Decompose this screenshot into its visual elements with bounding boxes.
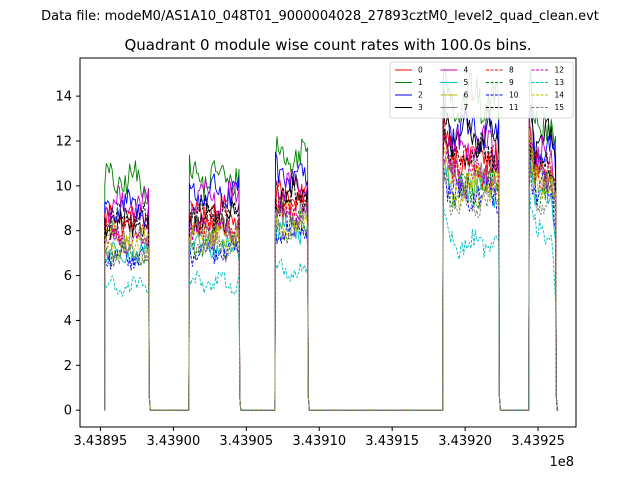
chart-suptitle: Data file: modeM0/AS1A10_048T01_90000040… [41,9,599,24]
legend-label-5: 5 [464,78,469,87]
legend-label-4: 4 [464,66,469,75]
legend-label-11: 11 [509,103,519,112]
legend-label-1: 1 [418,78,423,87]
legend-label-7: 7 [464,103,469,112]
x-tick-label: 3.43900 [146,434,200,449]
x-tick-label: 3.43920 [438,434,492,449]
x-tick-label: 3.43910 [292,434,346,449]
x-tick-label: 3.43925 [511,434,565,449]
y-tick-label: 6 [64,269,72,284]
series-line-13 [104,184,559,411]
y-tick-label: 4 [64,314,72,329]
legend-label-0: 0 [418,66,423,75]
legend-label-6: 6 [464,91,469,100]
y-tick-label: 14 [55,90,72,105]
y-tick-label: 10 [55,179,72,194]
chart-title: Quadrant 0 module wise count rates with … [124,36,531,54]
series-line-6 [104,135,559,411]
series-line-4 [104,115,559,411]
legend-label-14: 14 [555,91,565,100]
legend-label-8: 8 [509,66,514,75]
legend-label-2: 2 [418,91,423,100]
legend-label-12: 12 [555,66,565,75]
x-tick-label: 3.43915 [365,434,419,449]
series-line-10 [104,149,559,411]
legend-label-3: 3 [418,103,423,112]
series-line-8 [104,115,559,411]
legend-label-13: 13 [555,78,565,87]
y-tick-label: 0 [64,404,72,419]
series-line-11 [104,126,559,411]
y-tick-label: 8 [64,224,72,239]
series-line-3 [104,87,559,411]
legend-label-10: 10 [509,91,519,100]
series-layer [104,66,559,411]
y-axis: 0 2 4 6 8 10 12 14 [55,90,80,419]
x-tick-label: 3.43895 [74,434,128,449]
x-offset-label: 1e8 [549,455,574,470]
x-tick-label: 3.43905 [219,434,273,449]
legend-label-9: 9 [509,78,514,87]
series-line-12 [104,131,559,411]
x-axis: 3.43895 3.43900 3.43905 3.43910 3.43915 3.439… [74,427,565,449]
series-line-2 [104,90,559,411]
series-line-7 [104,122,559,411]
series-line-14 [104,128,559,411]
axes-frame [79,57,577,428]
y-tick-label: 2 [64,359,72,374]
legend-box [389,61,574,119]
legend-label-15: 15 [555,103,565,112]
series-line-15 [104,150,559,411]
y-tick-label: 12 [55,134,72,149]
